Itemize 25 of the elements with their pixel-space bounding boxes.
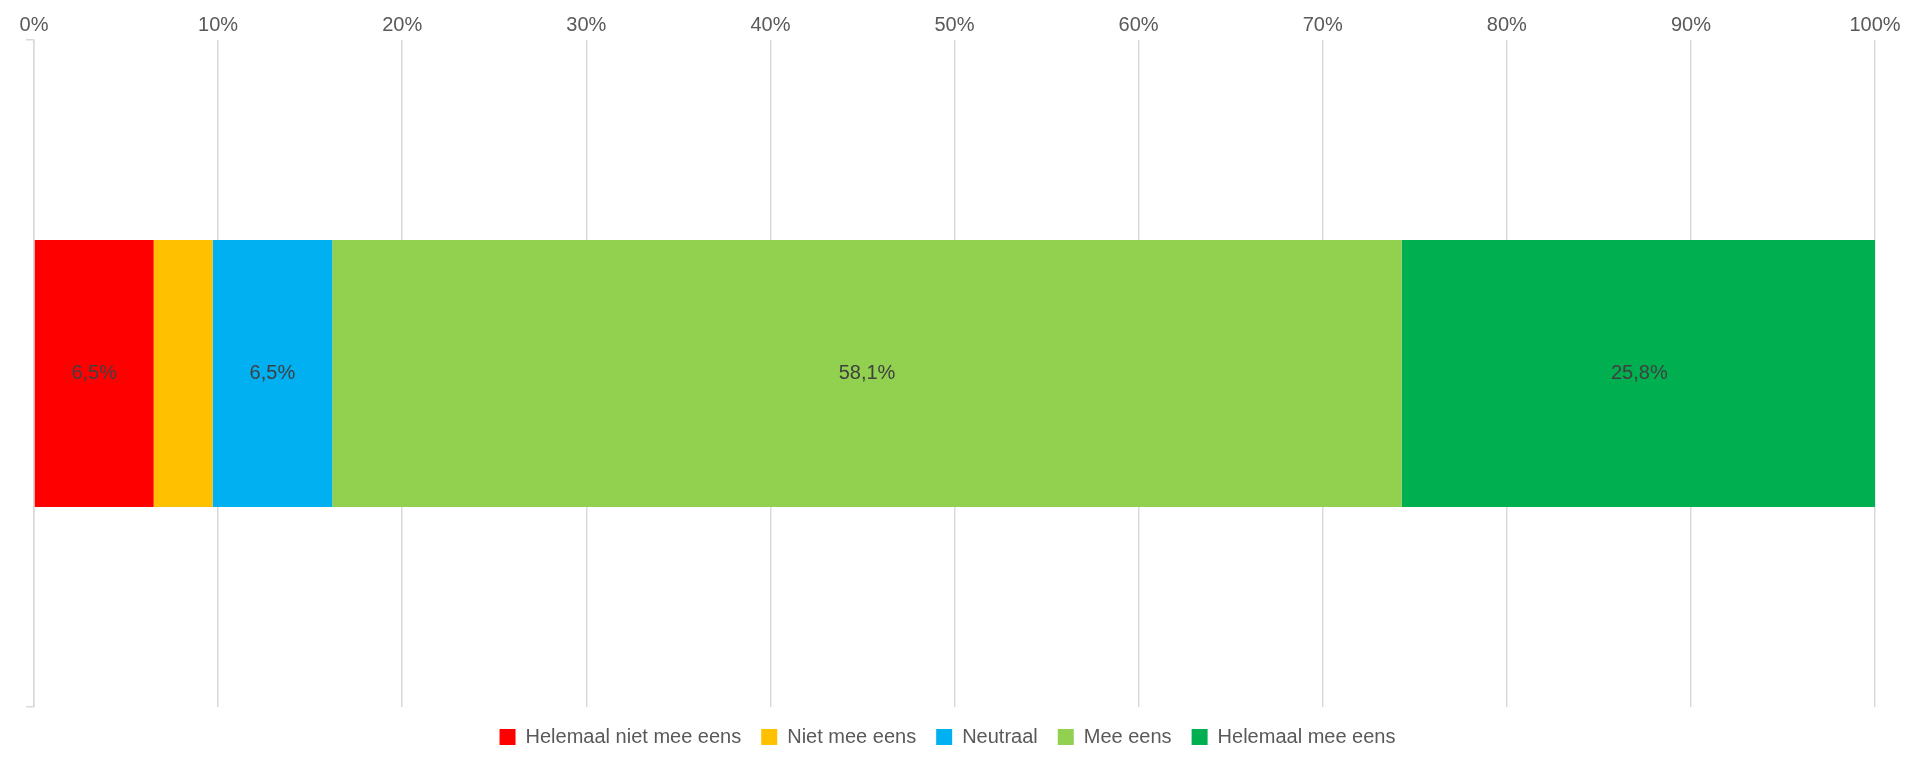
bar — [34, 240, 154, 507]
bar — [332, 240, 1402, 507]
legend-label: Niet mee eens — [787, 724, 917, 747]
x-tick-label: 10% — [198, 12, 239, 35]
data-label: 58,1% — [838, 361, 896, 384]
x-tick-label: 0% — [19, 12, 49, 35]
x-tick-label: 50% — [934, 12, 975, 35]
x-tick-label: 30% — [566, 12, 607, 35]
data-label: 6,5% — [249, 361, 296, 384]
legend-label: Mee eens — [1083, 724, 1172, 747]
x-tick-label: 40% — [750, 12, 791, 35]
x-tick-label: 60% — [1118, 12, 1159, 35]
x-tick-label: 100% — [1849, 12, 1901, 35]
data-label: 25,8% — [1610, 361, 1668, 384]
legend-label: Neutraal — [962, 724, 1038, 747]
x-tick-label: 80% — [1486, 12, 1528, 35]
x-tick-label: 20% — [382, 12, 423, 35]
legend-label: Helemaal mee eens — [1217, 724, 1396, 747]
data-label: 6,5% — [71, 361, 118, 384]
bar — [153, 240, 213, 507]
bar — [212, 240, 333, 507]
x-tick-label: 70% — [1302, 12, 1343, 35]
bar — [1401, 240, 1875, 507]
x-tick-label: 90% — [1670, 12, 1712, 35]
legend-label: Helemaal niet mee eens — [525, 724, 742, 747]
